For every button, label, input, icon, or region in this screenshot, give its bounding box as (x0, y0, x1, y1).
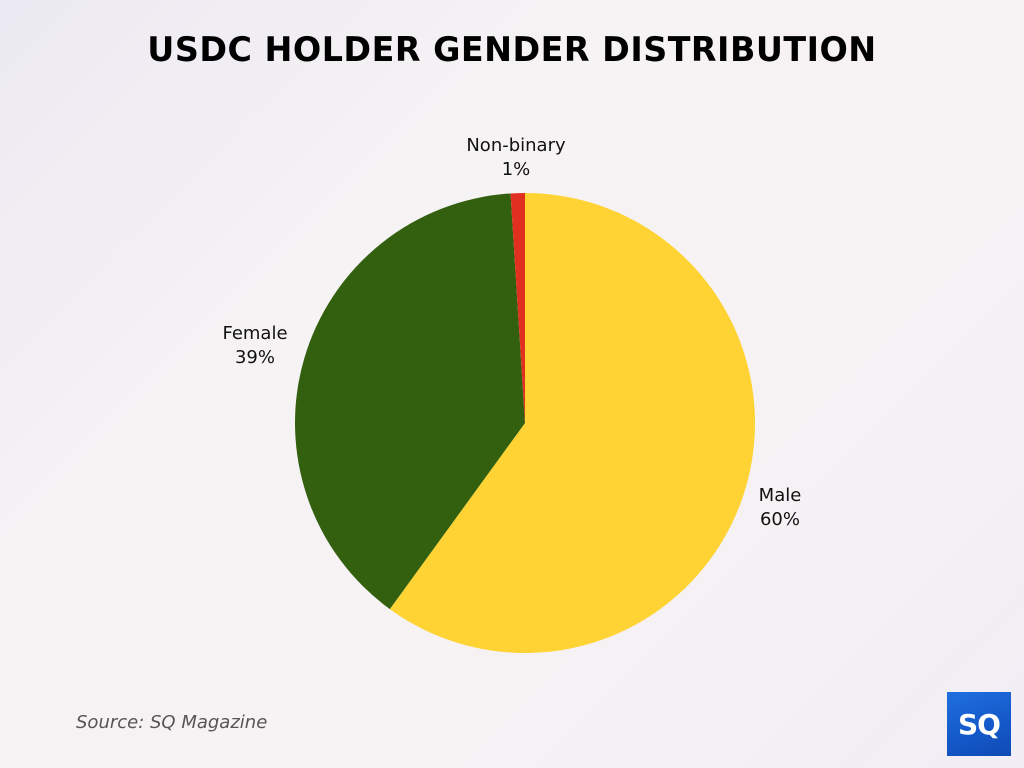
label-female-name: Female (222, 323, 288, 344)
label-male-value: 60% (759, 509, 800, 530)
sq-logo: SQ (947, 692, 1011, 756)
label-male-name: Male (758, 485, 802, 506)
pie-slice-non-binary (510, 193, 525, 423)
label-non-binary: Non-binary 1% (446, 134, 586, 182)
label-female: Female 39% (205, 322, 305, 370)
pie-slice-male (389, 193, 755, 654)
chart-title: USDC HOLDER GENDER DISTRIBUTION (147, 30, 877, 70)
label-non-binary-name: Non-binary (466, 135, 566, 156)
label-male: Male 60% (740, 484, 820, 532)
label-non-binary-value: 1% (501, 159, 531, 180)
label-female-value: 39% (234, 347, 275, 368)
sq-logo-text: SQ (958, 707, 1001, 741)
pie-slice-female (295, 193, 525, 610)
source-note: Source: SQ Magazine (76, 712, 268, 733)
